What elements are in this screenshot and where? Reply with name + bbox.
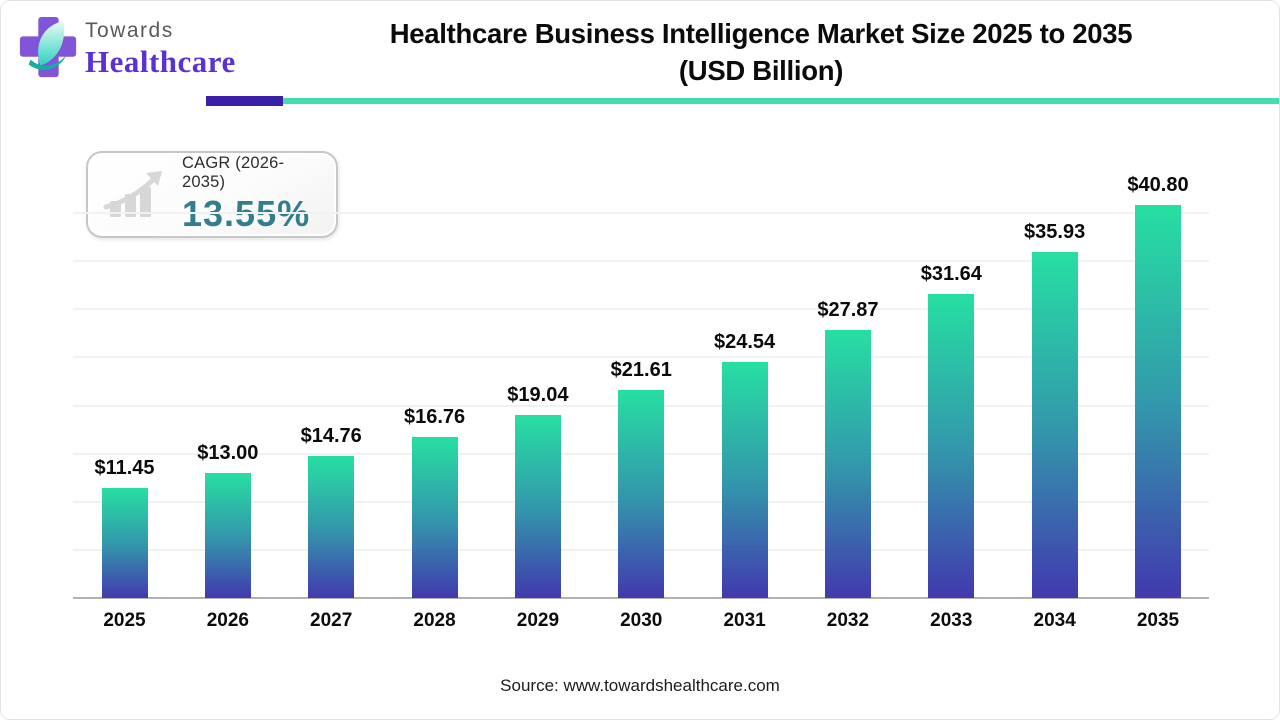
bar-2031 [721, 361, 768, 598]
x-axis-line [73, 597, 1209, 599]
bar-slot: $16.76 [383, 165, 487, 598]
cagr-label: CAGR (2026-2035) [182, 154, 285, 191]
gridline [73, 212, 1209, 215]
bar-slot: $40.80 [1106, 165, 1210, 598]
x-axis-label: 2033 [930, 610, 973, 631]
x-axis-label: 2032 [826, 610, 870, 631]
bar-2035 [1135, 205, 1181, 598]
bar-value-label: $21.61 [610, 359, 672, 382]
bar-value-label: $27.87 [817, 298, 879, 321]
x-axis-label: 2030 [620, 610, 663, 631]
bar-2033 [928, 293, 975, 598]
bar-value-label: $13.00 [197, 441, 259, 464]
bar-slot: $14.76 [279, 165, 383, 598]
bar-slot: $11.45 [73, 165, 177, 598]
bar-2032 [824, 329, 871, 598]
brand-name-top: Towards [85, 19, 174, 42]
gridline [73, 308, 1209, 311]
bar-slot: $13.00 [176, 165, 280, 598]
bar-value-label: $16.76 [403, 405, 466, 428]
bar-value-label: $14.76 [300, 424, 362, 447]
bar-value-label: $31.64 [920, 262, 982, 285]
cagr-badge: CAGR (2026-2035) 13.55% [86, 151, 338, 238]
bar-2025 [101, 487, 148, 598]
source-text: Source: www.towardshealthcare.com [500, 676, 780, 695]
bar-slot: $19.04 [486, 165, 590, 598]
bar-slot: $31.64 [899, 165, 1003, 598]
brand-logo: Towards Healthcare [17, 13, 236, 83]
x-axis-label: 2026 [206, 610, 249, 631]
bar-slot: $35.93 [1003, 165, 1107, 598]
x-axis-label: 2029 [516, 610, 560, 631]
bar-2027 [308, 455, 355, 598]
bar-2026 [204, 472, 251, 598]
x-axis-label: 2031 [723, 610, 766, 631]
header-underline-purple [206, 96, 283, 106]
x-axis-labels: 2025 2026 2027 2028 2029 2030 2031 2032 2033 2034… [73, 610, 1209, 640]
x-axis-label: 2035 [1136, 610, 1180, 631]
cross-with-leaf-icon [19, 17, 77, 78]
bar-value-label: $19.04 [507, 383, 569, 406]
header-underline-teal [283, 98, 1279, 104]
x-axis-label: 2028 [413, 610, 456, 631]
bar-value-label: $24.54 [714, 330, 776, 353]
bar-2030 [618, 390, 665, 598]
bar-2029 [514, 414, 561, 598]
bar-slot: $24.54 [693, 165, 797, 598]
brand-name-bottom: Healthcare [85, 44, 236, 79]
chart-title-line2: (USD Billion) [678, 55, 844, 86]
chart-title: Healthcare Business Intelligence Market … [301, 15, 1221, 89]
bar-value-label: $11.45 [94, 456, 155, 479]
x-axis-label: 2034 [1033, 610, 1076, 631]
bar-slot: $21.61 [589, 165, 693, 598]
bar-2034 [1031, 252, 1078, 598]
bar-value-label: $35.93 [1024, 221, 1086, 244]
chart-title-line1: Healthcare Business Intelligence Market … [389, 18, 1133, 49]
bar-slot: $27.87 [796, 165, 900, 598]
gridline [73, 260, 1209, 263]
bar-2028 [411, 436, 458, 598]
gridline [73, 356, 1209, 359]
x-axis-label: 2025 [103, 610, 146, 631]
growth-bar-chart-arrow-icon [103, 170, 162, 217]
brand-text: Towards Healthcare [85, 19, 236, 80]
bar-value-label: $40.80 [1127, 174, 1189, 197]
plot-area: $11.45 $13.00 $14.76 $16.76 $19.04 $21.61 $24.… [73, 165, 1210, 599]
x-axis-label: 2027 [310, 610, 353, 631]
